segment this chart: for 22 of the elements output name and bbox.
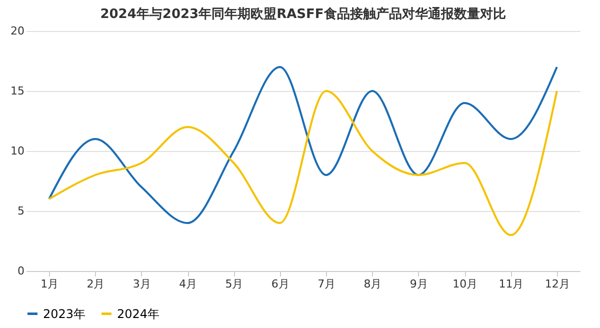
x-tick-label: 2月 xyxy=(86,278,105,290)
legend-label: 2023年 xyxy=(43,306,86,321)
x-tick-label: 6月 xyxy=(271,278,290,290)
x-tick-label: 9月 xyxy=(410,278,428,290)
line-series xyxy=(48,66,558,224)
x-tick-label: 7月 xyxy=(318,278,336,290)
x-tick-label: 3月 xyxy=(132,278,151,290)
line-series xyxy=(48,90,558,236)
y-tick-label: 15 xyxy=(10,84,24,98)
y-tick-label: 20 xyxy=(10,24,24,38)
y-tick-label: 10 xyxy=(10,144,24,158)
y-tick-label: 0 xyxy=(18,264,24,278)
x-tick-label: 1月 xyxy=(40,278,59,290)
x-tick-label: 8月 xyxy=(364,278,382,290)
x-tick-label: 4月 xyxy=(179,278,198,290)
y-tick-label: 5 xyxy=(18,204,24,218)
x-tick-label: 5月 xyxy=(225,278,244,290)
x-tick-label: 12月 xyxy=(544,278,570,290)
x-tick-label: 11月 xyxy=(498,278,524,290)
legend-label: 2024年 xyxy=(117,306,160,321)
chart-title: 2024年与2023年同年期欧盟RASFF食品接触产品对华通报数量对比 xyxy=(100,6,506,22)
x-tick-label: 10月 xyxy=(452,278,478,290)
